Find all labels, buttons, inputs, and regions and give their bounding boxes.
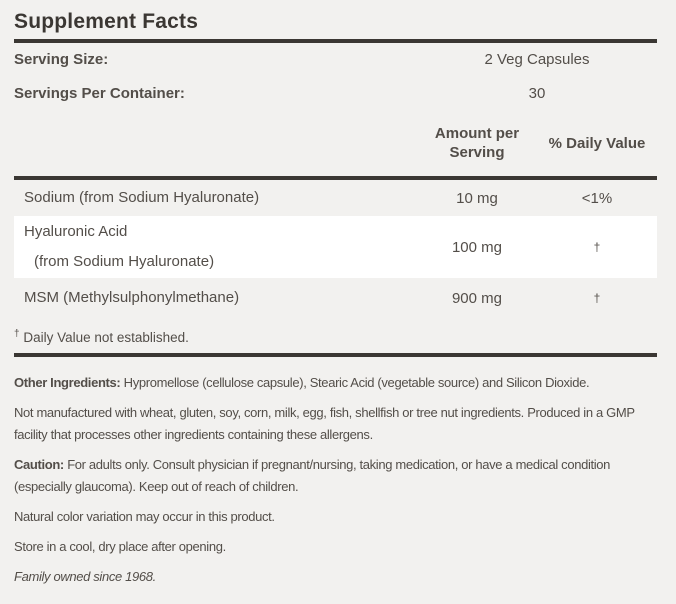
divider-thick-headers: [14, 176, 657, 180]
nutrient-amount: 100 mg: [451, 238, 503, 256]
footnote-text: Daily Value not established.: [23, 330, 189, 345]
nutrient-daily-value: †: [593, 240, 601, 254]
servings-per-container-label: Servings Per Container:: [14, 85, 185, 102]
nutrient-name-line: Hyaluronic Acid: [24, 223, 128, 240]
caution-note: Caution: For adults only. Consult physic…: [14, 454, 657, 498]
serving-size-value: 2 Veg Capsules: [484, 51, 590, 68]
nutrient-name-line: Sodium (from Sodium Hyaluronate): [24, 189, 260, 206]
caution-lead: Caution:: [14, 457, 64, 472]
storage-text: Store in a cool, dry place after opening…: [14, 539, 226, 554]
daily-value-footnote: † Daily Value not established.: [14, 329, 657, 347]
nutrient-amount: 10 mg: [456, 189, 498, 207]
nutrient-name-subline: (from Sodium Hyaluronate): [34, 253, 215, 270]
storage-note: Store in a cool, dry place after opening…: [14, 536, 657, 558]
supplement-facts-label: { "panel": { "title": "Supplement Facts"…: [0, 10, 676, 604]
other-ingredients-lead: Other Ingredients:: [14, 375, 121, 390]
table-row-sodium: Sodium (from Sodium Hyaluronate) 10 mg <…: [14, 180, 657, 216]
amount-per-serving-header: Amount per Serving: [434, 125, 520, 161]
caution-text: For adults only. Consult physician if pr…: [14, 457, 611, 494]
page-title: Supplement Facts: [14, 10, 199, 33]
nutrient-daily-value: <1%: [581, 189, 613, 207]
divider-thick-bottom: [14, 353, 657, 357]
nutrient-name: Sodium (from Sodium Hyaluronate): [14, 183, 417, 213]
other-ingredients-note: Other Ingredients: Hypromellose (cellulo…: [14, 372, 657, 394]
serving-size-label: Serving Size:: [14, 51, 109, 68]
color-variation-text: Natural color variation may occur in thi…: [14, 509, 275, 524]
nutrient-name: MSM (Methylsulphonylmethane): [14, 283, 417, 313]
allergen-text: Not manufactured with wheat, gluten, soy…: [14, 405, 635, 442]
table-header-row: Amount per Serving % Daily Value: [14, 124, 657, 162]
divider-thick-top: [14, 39, 657, 43]
table-row-hyaluronic-acid: Hyaluronic Acid (from Sodium Hyaluronate…: [14, 216, 657, 278]
daily-value-header: % Daily Value: [548, 134, 646, 152]
allergen-note: Not manufactured with wheat, gluten, soy…: [14, 402, 657, 446]
table-row-msm: MSM (Methylsulphonylmethane) 900 mg †: [14, 278, 657, 317]
nutrient-daily-value: †: [593, 291, 601, 305]
other-ingredients-text: Hypromellose (cellulose capsule), Steari…: [123, 375, 590, 390]
servings-per-container-row: Servings Per Container: 30: [14, 85, 657, 103]
serving-size-row: Serving Size: 2 Veg Capsules: [14, 51, 657, 69]
family-owned-text: Family owned since 1968.: [14, 569, 156, 584]
servings-per-container-value: 30: [528, 85, 546, 102]
nutrient-amount: 900 mg: [451, 289, 503, 307]
nutrient-name: Hyaluronic Acid (from Sodium Hyaluronate…: [14, 217, 417, 277]
color-variation-note: Natural color variation may occur in thi…: [14, 506, 657, 528]
notes-section: Other Ingredients: Hypromellose (cellulo…: [14, 372, 657, 588]
family-owned-note: Family owned since 1968.: [14, 566, 657, 588]
nutrient-name-line: MSM (Methylsulphonylmethane): [24, 289, 240, 306]
dagger-symbol: †: [14, 328, 20, 340]
